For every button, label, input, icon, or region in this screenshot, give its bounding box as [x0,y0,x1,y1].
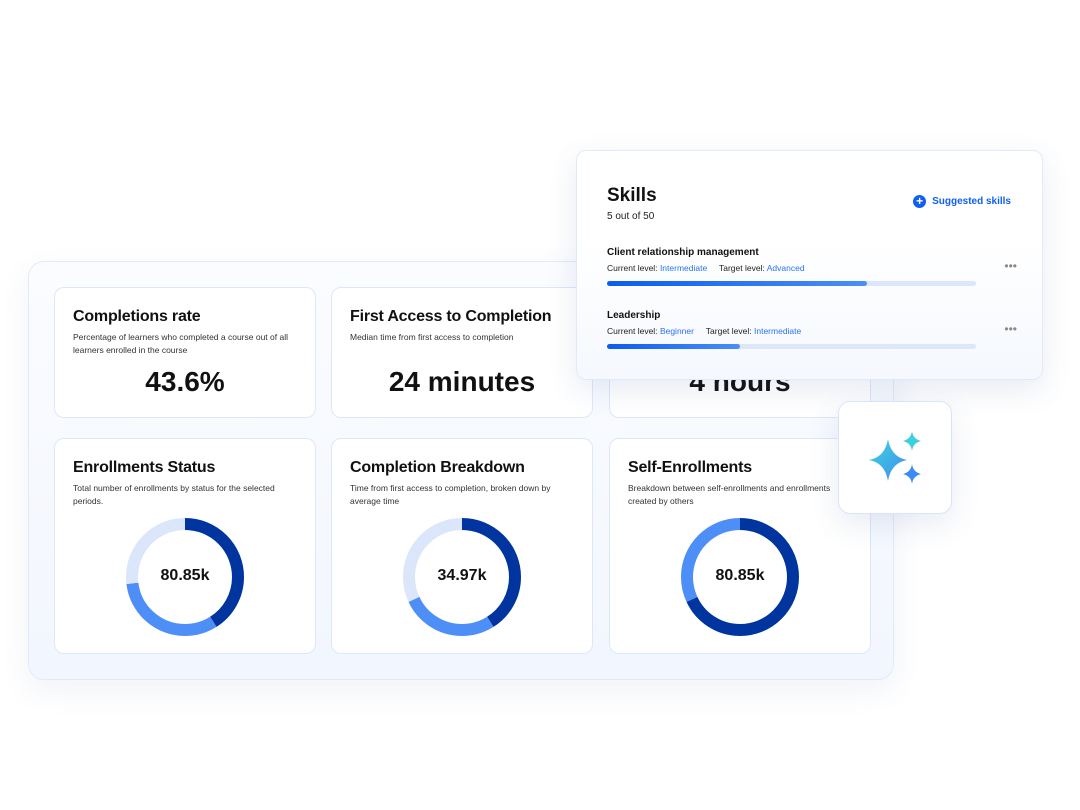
donut-segment-1 [126,518,244,636]
skills-count: 5 out of 50 [607,211,655,222]
skill-progress-bar [607,344,976,349]
skill-item: Leadership Current level: Beginner Targe… [607,310,1017,349]
plus-circle-icon: + [913,195,927,208]
donut-segment-1 [681,518,799,636]
completions-rate-card: Completions rate Percentage of learners … [54,287,316,418]
first-access-card: First Access to Completion Median time f… [331,287,593,418]
ai-sparkle-card[interactable] [838,401,952,514]
self-enrollments-card: Self-Enrollments Breakdown between self-… [609,438,871,654]
card-desc: Breakdown between self-enrollments and e… [628,483,831,506]
donut-segment-2 [403,518,521,636]
enrollments-status-card: Enrollments Status Total number of enrol… [54,438,316,654]
card-title: Enrollments Status [73,459,216,476]
card-value: 43.6% [145,366,225,397]
donut-chart [403,518,521,636]
skill-progress-fill [607,344,740,349]
current-level-label: Current level: [607,326,658,336]
skill-name: Leadership [607,310,661,321]
target-level-value: Intermediate [754,326,802,336]
card-title: Completion Breakdown [350,459,525,476]
card-desc: Time from first access to completion, br… [350,483,551,506]
donut-value: 80.85k [160,567,210,584]
skill-name: Client relationship management [607,247,759,258]
more-options-icon[interactable]: ••• [1004,259,1017,273]
skills-title: Skills [607,185,657,206]
target-level-label: Target level: [705,326,752,336]
target-level-label: Target level: [719,263,765,273]
more-options-icon[interactable]: ••• [1004,322,1017,336]
card-value: 24 minutes [388,366,536,397]
current-level-value: Intermediate [659,263,708,273]
skill-item: Client relationship management Current l… [607,247,1017,286]
card-title: Completions rate [73,308,201,325]
card-desc: Percentage of learners who completed a c… [73,332,288,355]
donut-value: 34.97k [437,567,487,584]
current-level-value: Beginner [659,326,694,336]
sparkles-icon [869,431,921,484]
card-desc: Total number of enrollments by status fo… [73,483,275,506]
suggested-skills-button[interactable]: + Suggested skills [913,195,1011,208]
card-title: First Access to Completion [350,308,552,325]
skill-progress-bar [607,281,976,286]
target-level-value: Advanced [766,263,805,273]
donut-segment-1 [403,518,521,636]
donut-chart [681,518,799,636]
donut-value: 80.85k [715,567,765,584]
card-desc: Median time from first access to complet… [350,332,514,342]
card-title: Self-Enrollments [628,459,752,476]
skill-progress-fill [607,281,868,286]
skills-card: Skills 5 out of 50 + Suggested skills Cl… [576,150,1043,380]
donut-segment-2 [126,518,244,636]
completion-breakdown-card: Completion Breakdown Time from first acc… [331,438,593,654]
suggested-skills-label: Suggested skills [932,196,1011,207]
donut-chart [126,518,244,636]
current-level-label: Current level: [607,263,658,273]
